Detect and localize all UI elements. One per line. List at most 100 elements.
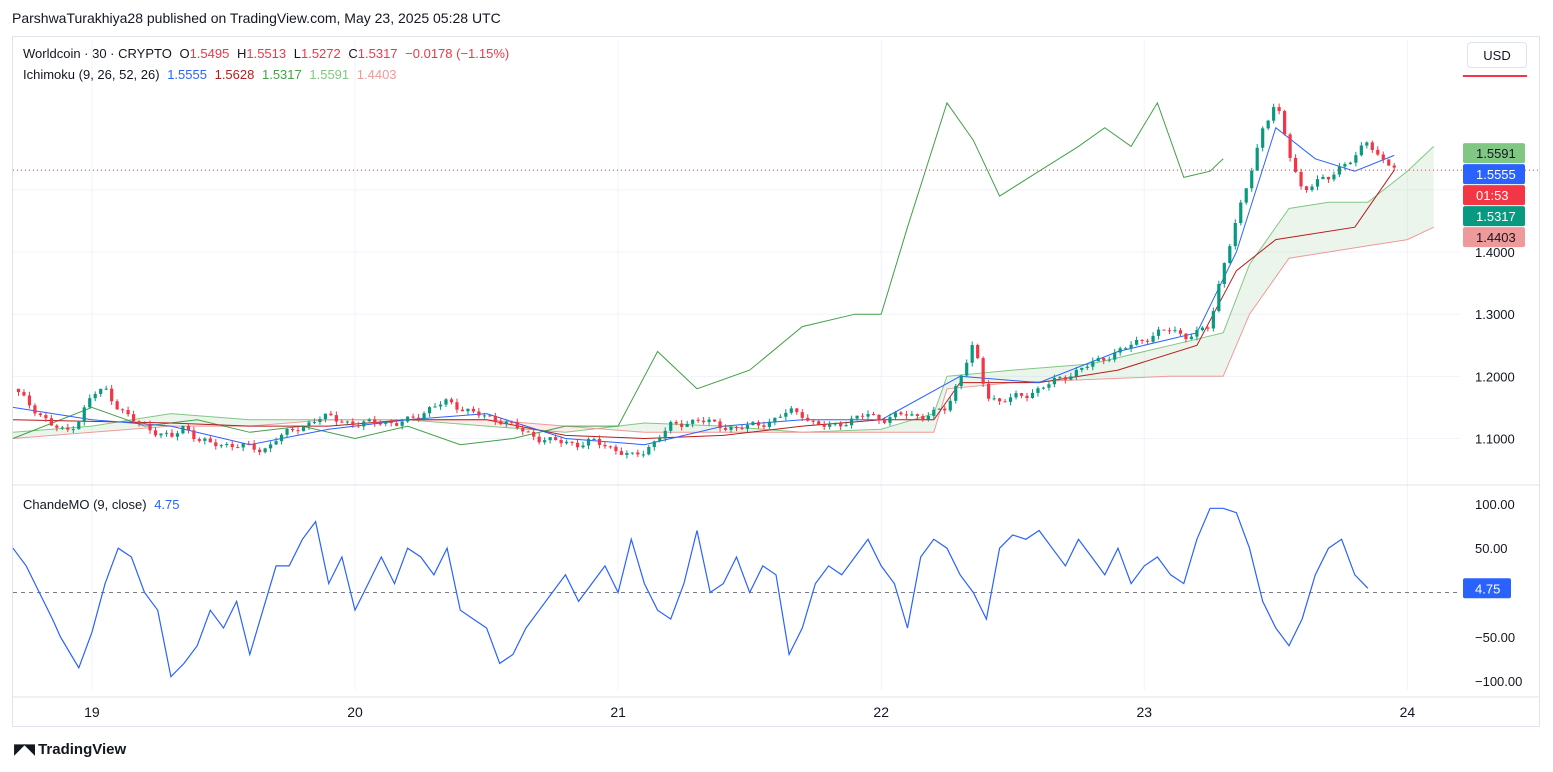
candle-body (1118, 348, 1122, 353)
candle-body (882, 420, 887, 423)
ichimoku-conversion-value: 1.5555 (167, 67, 207, 82)
candle-body (992, 398, 996, 400)
candle-body (290, 428, 295, 431)
candle-body (27, 395, 32, 406)
ichimoku-name[interactable]: Ichimoku (9, 26, 52, 26) (23, 67, 160, 82)
time-tick-label: 21 (610, 704, 626, 720)
candle-body (1014, 393, 1018, 398)
candle-body (592, 438, 596, 440)
base-line (12, 169, 1395, 440)
candle-body (1162, 329, 1166, 331)
candle-body (351, 421, 355, 426)
candle-body (1211, 311, 1215, 329)
candle-body (225, 444, 229, 446)
candle-body (1277, 107, 1281, 112)
candle-body (795, 408, 799, 413)
candle-body (493, 415, 497, 422)
candle-body (1019, 393, 1024, 396)
candle-body (137, 421, 141, 424)
candle-body (219, 445, 223, 447)
candle-body (252, 443, 256, 450)
candle-body (893, 412, 898, 418)
cmo-name[interactable]: ChandeMO (9, close) (23, 497, 147, 512)
currency-selector[interactable]: USD (1467, 42, 1527, 68)
candle-body (362, 421, 366, 427)
tradingview-logo[interactable]: ◤◥ TradingView (14, 740, 126, 759)
candle-body (965, 362, 969, 376)
candle-body (296, 430, 300, 432)
close-label: C (348, 46, 358, 61)
candle-body (543, 440, 547, 443)
candle-body (1156, 329, 1161, 336)
price-tag-bg (1463, 143, 1525, 164)
candle-body (1195, 330, 1199, 337)
candle-body (702, 420, 706, 423)
candle-body (258, 449, 262, 453)
publisher-credit: ParshwaTurakhiya28 published on TradingV… (12, 10, 501, 26)
candles (16, 103, 1396, 459)
candle-body (877, 414, 881, 421)
candle-body (910, 414, 914, 416)
candle-body (1173, 330, 1177, 332)
cmo-legend[interactable]: ChandeMO (9, close) 4.75 (23, 497, 184, 512)
candle-body (60, 427, 64, 429)
candle-body (460, 409, 465, 412)
price-tick-label: 1.3000 (1475, 307, 1515, 322)
candle-body (1036, 388, 1040, 393)
ichimoku-base-value: 1.5628 (214, 67, 255, 82)
candle-body (586, 438, 591, 446)
candle-body (131, 414, 136, 422)
candle-body (828, 424, 832, 427)
ichimoku-lagging-value: 1.5317 (261, 67, 302, 82)
candle-body (170, 432, 174, 437)
price-tick-label: 1.1000 (1475, 431, 1515, 446)
candle-body (279, 434, 284, 442)
candle-body (406, 416, 410, 422)
symbol-name[interactable]: Worldcoin · 30 · CRYPTO (23, 46, 172, 61)
candle-body (1030, 392, 1035, 399)
candle-body (1200, 327, 1204, 331)
candle-body (521, 428, 525, 432)
candle-body (49, 418, 53, 426)
candle-body (1266, 120, 1270, 129)
ichimoku-legend[interactable]: Ichimoku (9, 26, 52, 26) 1.5555 1.5628 1… (23, 67, 401, 82)
candle-body (1151, 335, 1155, 342)
candle-body (438, 404, 443, 407)
candle-body (564, 441, 569, 444)
tradingview-logo-icon: ◤◥ (14, 741, 35, 758)
candle-body (1003, 401, 1007, 403)
cloud-fill (597, 146, 1434, 433)
candle-body (926, 415, 930, 420)
candle-body (153, 430, 158, 436)
candle-body (915, 414, 919, 417)
candle-body (71, 429, 75, 431)
candle-body (532, 432, 536, 437)
candle-body (400, 421, 404, 426)
candle-body (482, 415, 486, 417)
candle-body (581, 445, 585, 448)
candle-body (1041, 387, 1046, 389)
candle-body (427, 407, 432, 414)
candle-body (164, 432, 169, 434)
candle-body (1343, 164, 1347, 167)
candle-body (773, 417, 777, 422)
symbol-legend[interactable]: Worldcoin · 30 · CRYPTO O1.5495 H1.5513 … (23, 46, 513, 61)
candle-body (1255, 147, 1259, 171)
time-tick-label: 24 (1400, 704, 1416, 720)
candle-body (433, 406, 437, 408)
leading-span-b-line (12, 226, 1434, 439)
open-value: 1.5495 (189, 46, 230, 61)
candle-body (987, 383, 991, 399)
candle-body (904, 414, 909, 416)
cmo-tick-label: 50.00 (1475, 541, 1508, 556)
candle-body (367, 419, 371, 422)
cmo-line (12, 507, 1369, 678)
chart-frame[interactable] (12, 36, 1540, 727)
cmo-tick-label: −50.00 (1475, 630, 1515, 645)
candle-body (652, 441, 656, 447)
candle-body (608, 446, 613, 448)
candle-body (329, 413, 333, 416)
candle-body (559, 440, 563, 444)
candle-body (356, 425, 360, 427)
